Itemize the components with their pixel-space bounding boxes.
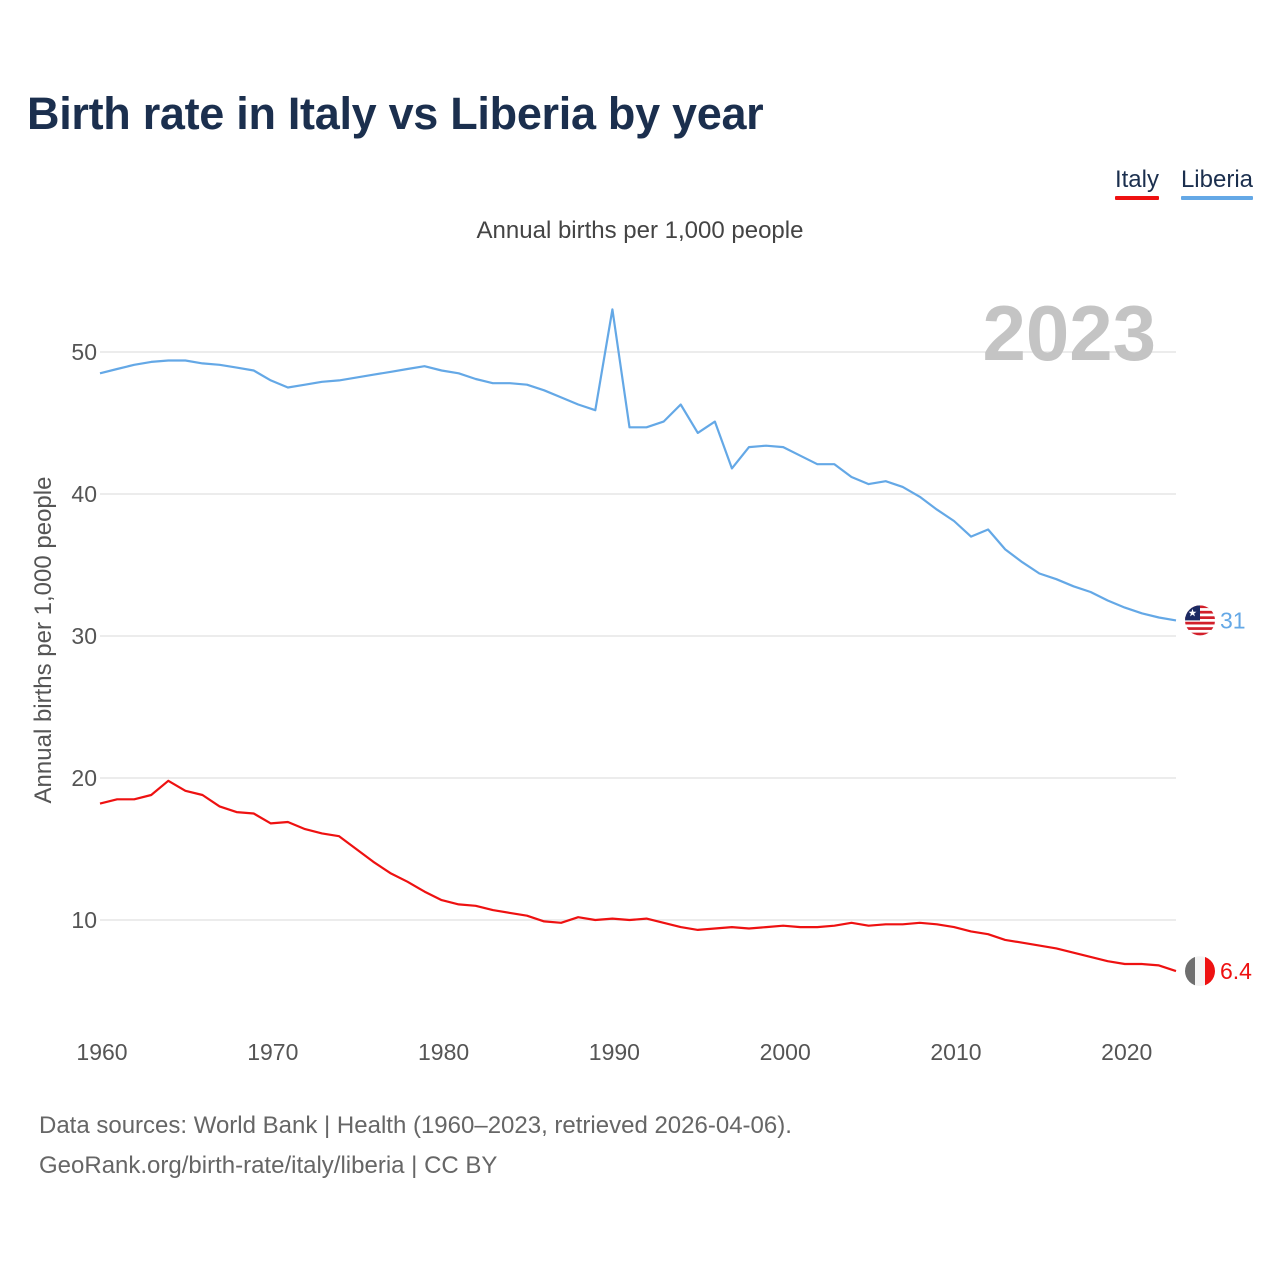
source-line-1: Data sources: World Bank | Health (1960–… <box>39 1112 792 1139</box>
legend-label-liberia: Liberia <box>1180 166 1253 193</box>
end-markers: 316.4 <box>1185 605 1252 987</box>
y-tick-label: 50 <box>71 339 97 365</box>
legend-swatch-italy <box>1114 196 1159 200</box>
liberia-flag-icon <box>1185 605 1215 636</box>
series-lines <box>99 308 1177 973</box>
x-tick-label: 1990 <box>589 1039 640 1065</box>
source-line-2[interactable]: GeoRank.org/birth-rate/italy/liberia | C… <box>39 1152 498 1179</box>
x-tick-label: 1980 <box>418 1039 469 1065</box>
italy-flag-icon <box>1185 956 1215 987</box>
grid-lines <box>100 351 1176 921</box>
legend-item-italy[interactable]: Italy <box>1114 166 1159 200</box>
legend-label-italy: Italy <box>1114 166 1159 193</box>
y-tick-label: 10 <box>71 907 97 933</box>
y-tick-label: 20 <box>71 765 97 791</box>
x-axis-ticks: 1960 1970 1980 1990 2000 2010 2020 <box>76 1039 1152 1065</box>
legend: Italy Liberia <box>1114 166 1253 200</box>
end-value-liberia: 31 <box>1220 607 1246 633</box>
x-tick-label: 2000 <box>760 1039 811 1065</box>
end-value-italy: 6.4 <box>1220 958 1252 984</box>
y-tick-label: 40 <box>71 481 97 507</box>
year-label: 2023 <box>982 289 1156 377</box>
y-tick-label: 30 <box>71 623 97 649</box>
source-note: Data sources: World Bank | Health (1960–… <box>39 1106 792 1186</box>
y-axis-ticks: 10 20 30 40 50 <box>71 339 97 933</box>
x-tick-label: 1960 <box>76 1039 127 1065</box>
series-line-liberia <box>99 308 1177 622</box>
chart-subtitle: Annual births per 1,000 people <box>476 217 804 244</box>
legend-swatch-liberia <box>1180 196 1253 200</box>
x-tick-label: 2020 <box>1101 1039 1152 1065</box>
y-axis-label: Annual births per 1,000 people <box>30 477 57 804</box>
x-tick-label: 2010 <box>930 1039 981 1065</box>
series-line-italy <box>99 779 1177 973</box>
chart-title: Birth rate in Italy vs Liberia by year <box>27 88 764 139</box>
legend-item-liberia[interactable]: Liberia <box>1180 166 1253 200</box>
x-tick-label: 1970 <box>247 1039 298 1065</box>
